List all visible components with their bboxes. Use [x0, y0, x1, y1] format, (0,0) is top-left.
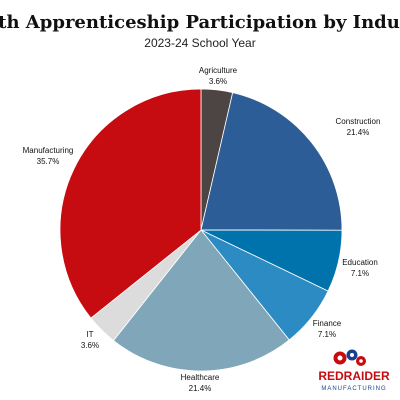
slice-value-finance: 7.1%	[318, 330, 336, 339]
slice-label-finance: Finance	[313, 319, 342, 328]
slice-value-construction: 21.4%	[347, 128, 370, 137]
pie-slice-manufacturing	[59, 88, 202, 319]
slice-value-agriculture: 3.6%	[209, 77, 227, 86]
slice-label-it: IT	[86, 330, 93, 339]
pie-slice-healthcare	[112, 229, 290, 372]
slice-value-manufacturing: 35.7%	[37, 157, 60, 166]
pie-labels: Agriculture 3.6% Construction 21.4% Educatio…	[23, 66, 381, 393]
gear-icon	[333, 349, 366, 366]
slice-label-healthcare: Healthcare	[181, 373, 220, 382]
logo-text-primary: REDRAIDER	[318, 369, 390, 383]
logo-text-secondary: MANUFACTURING	[321, 386, 386, 392]
slice-value-healthcare: 21.4%	[189, 384, 212, 393]
slice-value-education: 7.1%	[351, 269, 369, 278]
slice-label-construction: Construction	[336, 117, 381, 126]
slice-label-education: Education	[342, 258, 378, 267]
pie-slices	[59, 88, 343, 372]
pie-slice-construction	[200, 92, 343, 231]
slice-label-manufacturing: Manufacturing	[23, 146, 74, 155]
slice-label-agriculture: Agriculture	[199, 66, 238, 75]
slice-value-it: 3.6%	[81, 341, 99, 350]
chart-subtitle: 2023-24 School Year	[144, 36, 255, 50]
chart-title: Youth Apprenticeship Participation by In…	[0, 12, 400, 33]
redraider-logo: REDRAIDER MANUFACTURING	[318, 349, 390, 392]
